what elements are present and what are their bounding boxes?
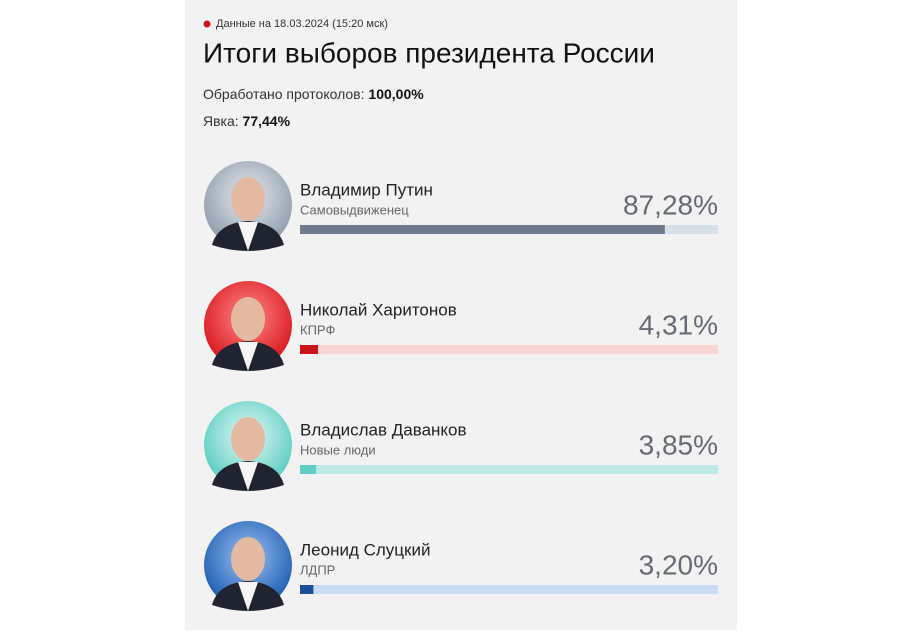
bar xyxy=(300,585,314,594)
bar xyxy=(300,465,317,474)
portrait-face xyxy=(231,297,265,341)
bar-track xyxy=(300,345,718,354)
stat-value: 77,44% xyxy=(243,113,291,129)
live-dot xyxy=(203,20,211,28)
candidate-party: ЛДПР xyxy=(300,562,335,577)
candidate-party: Новые люди xyxy=(300,442,376,457)
stat: Явка: 77,44% xyxy=(203,113,291,129)
portrait-shirt xyxy=(238,582,258,611)
portrait-shirt xyxy=(238,222,258,251)
portrait-face xyxy=(231,177,265,221)
candidate-name: Владимир Путин xyxy=(300,180,433,199)
value-label: 4,31% xyxy=(639,309,718,340)
value-label: 3,20% xyxy=(639,549,718,580)
portrait-shirt xyxy=(238,462,258,491)
value-label: 3,85% xyxy=(639,429,718,460)
portrait-face xyxy=(231,537,265,581)
stat-value: 100,00% xyxy=(368,86,424,102)
candidate-name: Леонид Слуцкий xyxy=(300,540,430,559)
chart-title: Итоги выборов президента России xyxy=(203,37,655,68)
bar-track xyxy=(300,585,718,594)
candidate-name: Владислав Даванков xyxy=(300,420,467,439)
bar xyxy=(300,225,665,234)
candidate-party: КПРФ xyxy=(300,322,335,337)
portrait-face xyxy=(231,417,265,461)
portrait-shirt xyxy=(238,342,258,371)
candidate-name: Николай Харитонов xyxy=(300,300,457,319)
stat-label: Обработано протоколов: xyxy=(203,86,365,102)
bar-track xyxy=(300,465,718,474)
value-label: 87,28% xyxy=(623,189,718,220)
candidate-party: Самовыдвиженец xyxy=(300,202,409,217)
bar xyxy=(300,345,319,354)
stat: Обработано протоколов: 100,00% xyxy=(203,86,424,102)
stat-label: Явка: xyxy=(203,113,239,129)
note: Данные на 18.03.2024 (15:20 мск) xyxy=(216,18,388,30)
